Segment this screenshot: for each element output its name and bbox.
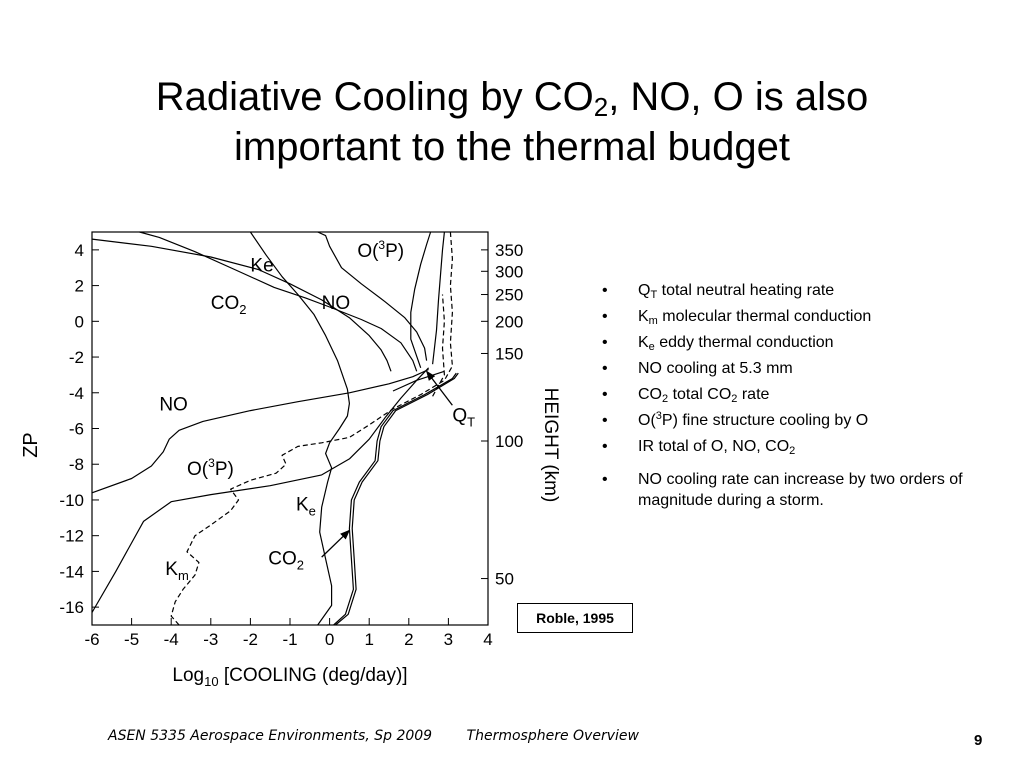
bullet-km: Km molecular thermal conduction [602, 304, 1002, 330]
x-tick-label: 0 [325, 630, 334, 649]
curve-label-lbl-ke-lower: Ke [296, 495, 316, 519]
title-line2: important to the thermal budget [234, 125, 790, 169]
curve-label-lbl-no-upper: NO [322, 293, 351, 314]
footer-topic: Thermosphere Overview [466, 728, 639, 744]
bullet-co2: CO2 total CO2 rate [602, 382, 1002, 408]
y-tick-label-right: 150 [495, 344, 523, 363]
y-tick-label-left: -6 [69, 420, 84, 439]
title-line1-a: Radiative Cooling by CO [155, 75, 594, 119]
x-tick-label: -1 [282, 630, 297, 649]
slide-title: Radiative Cooling by CO2, NO, O is also … [60, 72, 964, 172]
page-number: 9 [974, 732, 983, 749]
series-o3p-lower [91, 367, 430, 613]
y-tick-label-left: -10 [59, 491, 84, 510]
y-tick-label-right: 100 [495, 432, 523, 451]
bullet-qt: QT total neutral heating rate [602, 278, 1002, 304]
y-tick-label-right: 250 [495, 286, 523, 305]
y-tick-label-left: 0 [75, 312, 84, 331]
y-tick-label-left: -4 [69, 384, 84, 403]
curve-label-lbl-no-lower: NO [159, 395, 188, 416]
bullet-no-cooling: NO cooling at 5.3 mm [602, 356, 1002, 382]
series-right-dashed [432, 294, 445, 397]
bullet-ir-total: IR total of O, NO, CO2 [602, 434, 1002, 460]
x-tick-label: 3 [444, 630, 453, 649]
title-subscript: 2 [593, 92, 609, 122]
x-tick-label: 4 [483, 630, 492, 649]
curve-label-lbl-o3p-lower: O(3P) [187, 456, 234, 480]
bullet-list: QT total neutral heating rate Km molecul… [602, 278, 1002, 511]
annotation-arrows [321, 370, 453, 558]
x-tick-label: -6 [84, 630, 99, 649]
y-tick-label-left: -2 [69, 348, 84, 367]
y-tick-label-left: 4 [75, 241, 84, 260]
series-co2 [139, 231, 418, 372]
curve-label-lbl-km: Km [165, 559, 189, 583]
curve-label-lbl-o3p-upper: O(3P) [357, 238, 404, 262]
y-tick-label-left: -12 [59, 527, 84, 546]
series-no-upper [91, 238, 392, 372]
x-tick-label: 1 [364, 630, 373, 649]
curve-label-lbl-qt: QT [452, 405, 475, 429]
y-tick-label-left: 2 [75, 277, 84, 296]
series-no-lower [91, 368, 429, 494]
curve-label-lbl-co2-upper: CO2 [211, 293, 247, 317]
series-co2-lower-b [335, 372, 459, 626]
x-tick-label: -5 [124, 630, 139, 649]
arrow-co2 [321, 529, 351, 558]
x-tick-label: -3 [203, 630, 218, 649]
y-tick-label-right: 50 [495, 570, 514, 589]
arrow-qt [426, 370, 453, 406]
y-tick-label-right: 200 [495, 312, 523, 331]
series-co2-lower-a [333, 372, 457, 626]
y-tick-label-right: 300 [495, 262, 523, 281]
curve-label-lbl-ke-upper: Ke [250, 255, 273, 276]
footer-course: ASEN 5335 Aerospace Environments, Sp 200… [108, 728, 433, 744]
footer: ASEN 5335 Aerospace Environments, Sp 200… [108, 728, 669, 744]
bullet-ke: Ke eddy thermal conduction [602, 330, 1002, 356]
bullet-o3p: O(3P) fine structure cooling by O [602, 408, 1002, 434]
y-tick-label-right: 350 [495, 241, 523, 260]
curve-label-lbl-co2-lower: CO2 [268, 548, 304, 572]
y-tick-label-left: -14 [59, 562, 84, 581]
series-ke-curve [249, 231, 350, 626]
y-axis-label-right: HEIGHT (km) [540, 388, 561, 503]
x-tick-label: -4 [164, 630, 179, 649]
series-qt [410, 231, 432, 368]
x-tick-label: -2 [243, 630, 258, 649]
series-lines [91, 231, 459, 626]
series-km-dashed [170, 231, 453, 626]
series-o3p-upper [317, 231, 428, 361]
x-axis-label: Log10 [COOLING (deg/day)] [172, 665, 407, 689]
y-tick-label-left: -16 [59, 598, 84, 617]
x-tick-label: 2 [404, 630, 413, 649]
bullet-storm: NO cooling rate can increase by two orde… [602, 469, 1002, 511]
axis-ticks: -6 -5 -4 -3 -2 -1 0 1 2 3 4420-2-4-6-8-10-12-14-16… [59, 241, 523, 649]
y-tick-label-left: -8 [69, 455, 84, 474]
title-line1-b: , NO, O is also [608, 75, 869, 119]
y-axis-label-left: ZP [20, 432, 42, 458]
series-right-solid-upper [432, 231, 445, 365]
citation-box: Roble, 1995 [517, 603, 633, 633]
